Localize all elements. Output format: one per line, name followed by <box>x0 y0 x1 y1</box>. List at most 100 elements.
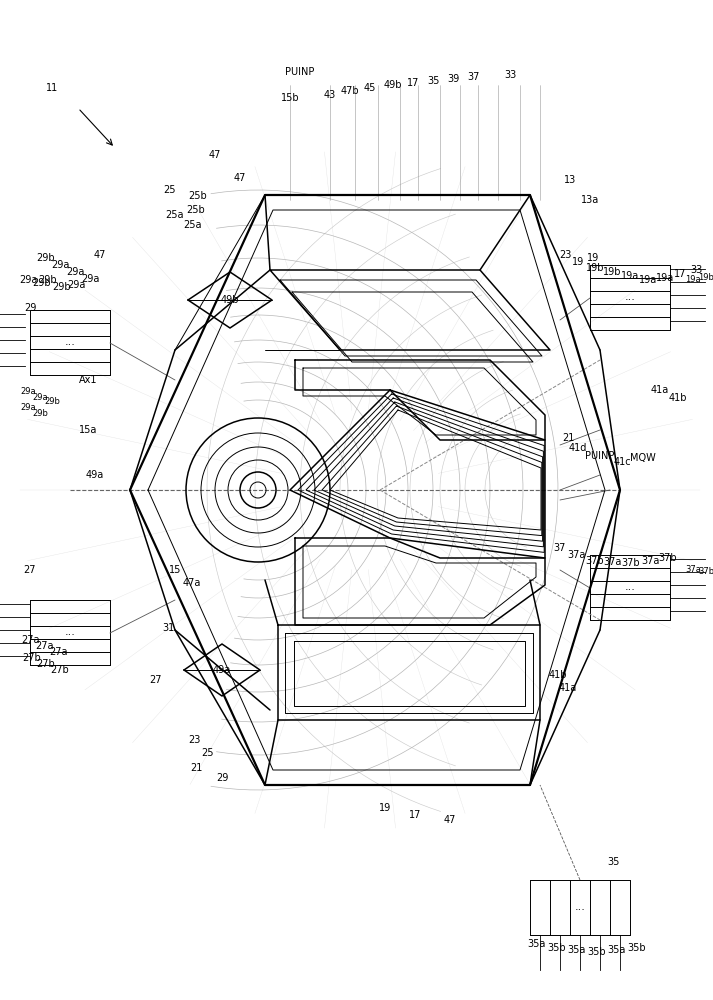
Text: 29a: 29a <box>66 267 84 277</box>
Text: 15b: 15b <box>281 93 299 103</box>
Text: 27b: 27b <box>51 665 69 675</box>
Text: 41a: 41a <box>559 683 577 693</box>
Text: 19b: 19b <box>698 273 713 282</box>
Text: ...: ... <box>65 627 76 637</box>
Text: 21: 21 <box>190 763 202 773</box>
Text: 19a: 19a <box>621 271 639 281</box>
Text: 19a: 19a <box>639 275 657 285</box>
Text: 29a: 29a <box>19 275 37 285</box>
Text: 37a: 37a <box>685 566 701 574</box>
Text: ...: ... <box>625 582 635 592</box>
Text: 37a: 37a <box>568 550 586 560</box>
Text: 25b: 25b <box>187 205 205 215</box>
Text: 27b: 27b <box>23 653 41 663</box>
Text: PUINP: PUINP <box>285 67 314 77</box>
Text: 25: 25 <box>164 185 176 195</box>
Text: 37b: 37b <box>698 568 713 576</box>
Text: ...: ... <box>575 902 585 912</box>
Text: 13a: 13a <box>581 195 599 205</box>
Text: 49a: 49a <box>213 665 231 675</box>
Text: 15a: 15a <box>79 425 97 435</box>
Text: 29b: 29b <box>32 408 48 418</box>
Text: 35a: 35a <box>528 939 546 949</box>
Text: 29b: 29b <box>36 253 56 263</box>
Text: 29a: 29a <box>32 393 48 402</box>
Text: 37b: 37b <box>659 553 677 563</box>
Text: 39: 39 <box>447 74 459 84</box>
Text: 35b: 35b <box>627 943 646 953</box>
Text: 37b: 37b <box>622 558 640 568</box>
Text: MQW: MQW <box>630 453 656 463</box>
Text: 29: 29 <box>24 303 36 313</box>
Text: 35b: 35b <box>588 947 606 957</box>
Text: 29a: 29a <box>20 403 36 412</box>
Text: 27a: 27a <box>35 641 53 651</box>
Text: 35: 35 <box>427 76 439 86</box>
Text: 47a: 47a <box>183 578 201 588</box>
Text: 17: 17 <box>674 269 686 279</box>
Text: 19: 19 <box>587 253 599 263</box>
Text: 37a: 37a <box>641 556 660 566</box>
Text: PUINP: PUINP <box>585 451 615 461</box>
Text: 49b: 49b <box>221 295 240 305</box>
Text: 29b: 29b <box>39 275 57 285</box>
Text: 17: 17 <box>407 78 419 88</box>
Text: 37: 37 <box>554 543 566 553</box>
Text: 41b: 41b <box>669 393 687 403</box>
Text: 41b: 41b <box>549 670 568 680</box>
Text: 27a: 27a <box>48 647 67 657</box>
Text: 43: 43 <box>324 90 336 100</box>
Text: 31: 31 <box>162 623 174 633</box>
Text: ...: ... <box>65 337 76 347</box>
Text: 37: 37 <box>467 72 479 82</box>
Text: 45: 45 <box>364 83 376 93</box>
Text: 37a: 37a <box>604 557 622 567</box>
Text: 29a: 29a <box>81 274 99 284</box>
Text: 21: 21 <box>562 433 574 443</box>
Text: 19a: 19a <box>656 273 674 283</box>
Text: ...: ... <box>625 292 635 302</box>
Text: 23: 23 <box>559 250 571 260</box>
Text: 41c: 41c <box>613 457 631 467</box>
Text: 47: 47 <box>443 815 456 825</box>
Text: 19: 19 <box>379 803 391 813</box>
Text: 19b: 19b <box>586 263 604 273</box>
Text: 25a: 25a <box>165 210 184 220</box>
Text: 47: 47 <box>234 173 246 183</box>
Text: 27: 27 <box>24 565 36 575</box>
Text: 25: 25 <box>202 748 214 758</box>
Text: 35a: 35a <box>568 945 586 955</box>
Text: 47: 47 <box>209 150 221 160</box>
Text: 13: 13 <box>564 175 576 185</box>
Text: 49b: 49b <box>384 80 402 90</box>
Text: 27: 27 <box>149 675 161 685</box>
Text: 47b: 47b <box>341 86 359 96</box>
Text: 33: 33 <box>504 70 516 80</box>
Text: 23: 23 <box>188 735 200 745</box>
Text: 35b: 35b <box>548 943 566 953</box>
Text: 35: 35 <box>607 857 619 867</box>
Text: 29a: 29a <box>51 260 69 270</box>
Text: 29b: 29b <box>33 278 51 288</box>
Text: 49a: 49a <box>86 470 104 480</box>
Text: 27a: 27a <box>21 635 39 645</box>
Text: 11: 11 <box>46 83 58 93</box>
Text: 19a: 19a <box>685 275 701 284</box>
Text: 27b: 27b <box>36 659 56 669</box>
Text: 37b: 37b <box>585 556 605 566</box>
Text: 29: 29 <box>216 773 228 783</box>
Text: 17: 17 <box>409 810 421 820</box>
Text: 41a: 41a <box>651 385 669 395</box>
Text: 41d: 41d <box>569 443 588 453</box>
Text: 15: 15 <box>169 565 181 575</box>
Text: 29a: 29a <box>67 280 85 290</box>
Text: Ax1: Ax1 <box>78 375 97 385</box>
Text: 29b: 29b <box>44 397 60 406</box>
Text: 19b: 19b <box>602 267 621 277</box>
Text: 29b: 29b <box>53 282 71 292</box>
Text: 35a: 35a <box>607 945 626 955</box>
Text: 19: 19 <box>572 257 584 267</box>
Text: 29a: 29a <box>20 387 36 396</box>
Text: 25b: 25b <box>189 191 207 201</box>
Text: 25a: 25a <box>183 220 201 230</box>
